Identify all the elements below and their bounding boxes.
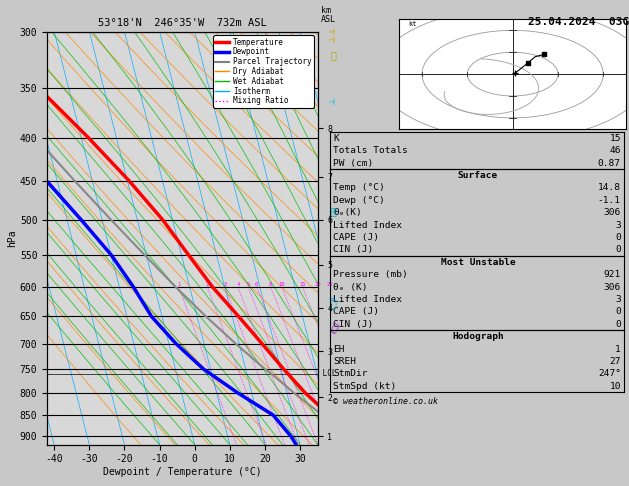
Text: Dewp (°C): Dewp (°C) xyxy=(333,196,385,205)
Text: ⊣: ⊣ xyxy=(328,295,335,304)
Text: EH: EH xyxy=(333,345,345,354)
Text: 8: 8 xyxy=(269,282,272,287)
Text: Lifted Index: Lifted Index xyxy=(333,221,403,230)
Text: ⊣: ⊣ xyxy=(328,97,335,107)
Text: 306: 306 xyxy=(604,208,621,217)
Text: Pressure (mb): Pressure (mb) xyxy=(333,270,408,279)
Text: ⟀: ⟀ xyxy=(330,298,337,309)
Text: SREH: SREH xyxy=(333,357,357,366)
Text: CIN (J): CIN (J) xyxy=(333,245,374,255)
Text: 20: 20 xyxy=(314,282,321,287)
Text: 6: 6 xyxy=(255,282,259,287)
Text: 0: 0 xyxy=(615,320,621,329)
Text: 27: 27 xyxy=(610,357,621,366)
Text: 3: 3 xyxy=(615,295,621,304)
Title: 53°18'N  246°35'W  732m ASL: 53°18'N 246°35'W 732m ASL xyxy=(98,18,267,28)
Text: 5: 5 xyxy=(247,282,250,287)
Text: CIN (J): CIN (J) xyxy=(333,320,374,329)
Text: 25.04.2024  03GMT  (Base: 18): 25.04.2024 03GMT (Base: 18) xyxy=(528,17,629,27)
Text: StmSpd (kt): StmSpd (kt) xyxy=(333,382,397,391)
Legend: Temperature, Dewpoint, Parcel Trajectory, Dry Adiabat, Wet Adiabat, Isotherm, Mi: Temperature, Dewpoint, Parcel Trajectory… xyxy=(213,35,314,107)
Text: 1: 1 xyxy=(615,345,621,354)
Text: ⟀: ⟀ xyxy=(330,50,337,60)
Text: 3: 3 xyxy=(615,221,621,230)
Text: ⊣: ⊣ xyxy=(328,27,335,36)
Text: 14.8: 14.8 xyxy=(598,183,621,192)
Text: 0: 0 xyxy=(615,233,621,242)
Text: 0: 0 xyxy=(615,307,621,316)
Text: 306: 306 xyxy=(604,282,621,292)
Text: km
ASL: km ASL xyxy=(321,6,336,24)
Text: 10: 10 xyxy=(279,282,285,287)
Text: 921: 921 xyxy=(604,270,621,279)
Text: Hodograph: Hodograph xyxy=(452,332,504,341)
Text: 1: 1 xyxy=(177,282,181,287)
Text: -1.1: -1.1 xyxy=(598,196,621,205)
Text: CAPE (J): CAPE (J) xyxy=(333,307,379,316)
Text: Totals Totals: Totals Totals xyxy=(333,146,408,156)
Text: 247°: 247° xyxy=(598,369,621,379)
Text: CAPE (J): CAPE (J) xyxy=(333,233,379,242)
Text: ⊣: ⊣ xyxy=(328,207,335,217)
Text: θₑ(K): θₑ(K) xyxy=(333,208,362,217)
Text: 25: 25 xyxy=(326,282,333,287)
Text: 10: 10 xyxy=(610,382,621,391)
Text: 3: 3 xyxy=(223,282,226,287)
Text: 2: 2 xyxy=(206,282,209,287)
Text: PW (cm): PW (cm) xyxy=(333,158,374,168)
Text: ⊣: ⊣ xyxy=(328,35,335,45)
Text: 15: 15 xyxy=(610,134,621,143)
Text: K: K xyxy=(333,134,339,143)
Text: Most Unstable: Most Unstable xyxy=(441,258,515,267)
Text: Lifted Index: Lifted Index xyxy=(333,295,403,304)
X-axis label: Dewpoint / Temperature (°C): Dewpoint / Temperature (°C) xyxy=(103,467,262,477)
Text: LCL: LCL xyxy=(318,369,336,379)
Text: 4: 4 xyxy=(237,282,240,287)
Text: ⟀: ⟀ xyxy=(328,323,339,335)
Text: 15: 15 xyxy=(299,282,306,287)
Y-axis label: hPa: hPa xyxy=(7,229,17,247)
Text: 46: 46 xyxy=(610,146,621,156)
Text: Temp (°C): Temp (°C) xyxy=(333,183,385,192)
Text: kt: kt xyxy=(408,21,417,27)
Text: StmDir: StmDir xyxy=(333,369,368,379)
Text: 0: 0 xyxy=(615,245,621,255)
Text: Surface: Surface xyxy=(458,171,498,180)
Text: © weatheronline.co.uk: © weatheronline.co.uk xyxy=(333,398,438,406)
Text: ⟀: ⟀ xyxy=(330,207,337,217)
Text: 0.87: 0.87 xyxy=(598,158,621,168)
Text: θₑ (K): θₑ (K) xyxy=(333,282,368,292)
